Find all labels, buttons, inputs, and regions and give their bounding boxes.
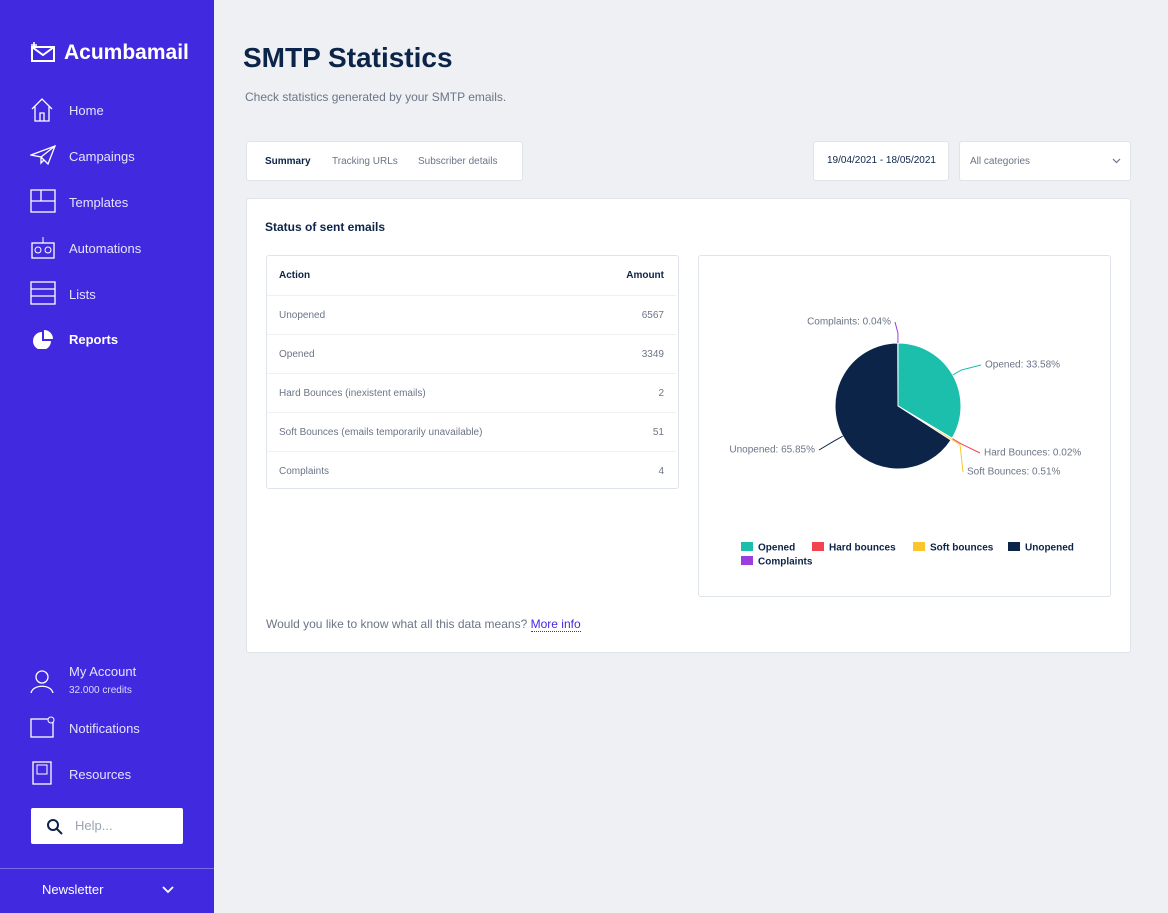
icon-reports — [33, 330, 53, 349]
legend-swatch — [1008, 542, 1020, 551]
table-cell: Amount — [626, 270, 664, 281]
slice-label: Unopened: 65.85% — [729, 445, 815, 456]
slice-label: Soft Bounces: 0.51% — [967, 467, 1061, 478]
legend-swatch — [741, 556, 753, 565]
table-cell: 4 — [658, 466, 664, 477]
legend-label: Unopened — [1025, 543, 1074, 554]
leader-line — [952, 364, 982, 376]
credits: 32.000 credits — [69, 685, 132, 696]
icon-account — [30, 670, 54, 694]
search-placeholder: Help... — [75, 818, 113, 833]
nav-item[interactable]: Notifications — [69, 721, 140, 736]
table-row: Opened 3349 — [267, 334, 676, 374]
help-question: Would you like to know what all this dat… — [266, 617, 528, 631]
page-subtitle: Check statistics generated by your SMTP … — [245, 90, 507, 104]
table-cell: Complaints — [279, 466, 330, 477]
table-cell: Opened — [279, 349, 315, 360]
leader-line — [818, 435, 843, 451]
table-row: Hard Bounces (inexistent emails) 2 — [267, 373, 676, 413]
pie-slice — [897, 342, 962, 440]
account-link[interactable]: My Account — [69, 664, 137, 679]
date-picker[interactable]: 19/04/2021 - 18/05/2021 — [813, 141, 949, 181]
more-info-link[interactable]: More info — [530, 617, 581, 632]
icon-campaigns — [30, 145, 56, 165]
date-range: 19/04/2021 - 18/05/2021 — [827, 155, 936, 166]
table — [266, 255, 679, 489]
table-row: Soft Bounces (emails temporarily unavail… — [267, 412, 676, 452]
table-row: Complaints 4 — [267, 451, 676, 491]
legend-swatch — [913, 542, 925, 551]
nav-item[interactable]: Automations — [69, 241, 142, 256]
icon-automations — [31, 237, 55, 259]
category-select[interactable]: All categories — [959, 141, 1131, 181]
table-cell: 6567 — [641, 310, 664, 321]
legend-label: Hard bounces — [829, 543, 896, 554]
icon-templates — [30, 189, 56, 213]
table-cell: 2 — [658, 388, 664, 399]
legend-label: Soft bounces — [930, 543, 994, 554]
chevron — [162, 886, 174, 894]
pie-chart: Opened: 33.58% Opened Hard Bounces: 0.02% H… — [698, 255, 1111, 597]
tab[interactable]: Subscriber details — [418, 156, 498, 167]
panel-title: Status of sent emails — [265, 220, 386, 234]
table-cell: 51 — [652, 427, 664, 438]
tab[interactable]: Tracking URLs — [332, 156, 398, 167]
table-row: Unopened 6567 — [267, 295, 676, 335]
icon-lists — [30, 281, 56, 305]
slice-label: Hard Bounces: 0.02% — [984, 448, 1081, 459]
legend-label: Opened — [758, 543, 795, 554]
table-cell: Unopened — [279, 310, 326, 321]
page-title: SMTP Statistics — [243, 42, 453, 73]
legend-swatch — [741, 542, 753, 551]
leader-line — [951, 437, 981, 454]
nav-item[interactable]: Home — [69, 103, 104, 118]
leader-line — [894, 321, 899, 344]
icon-notifications — [30, 716, 55, 738]
table-row: Action Amount — [267, 256, 676, 295]
slice-label: Opened: 33.58% — [985, 360, 1060, 371]
list-selector[interactable]: Newsletter — [42, 882, 104, 897]
sidebar: Acumbamail Home Campaings Templates Auto… — [0, 0, 214, 913]
legend-swatch — [812, 542, 824, 551]
nav-item[interactable]: Lists — [69, 287, 96, 302]
nav-item[interactable]: Resources — [69, 767, 132, 782]
nav-item[interactable]: Reports — [69, 332, 119, 347]
table-cell: Action — [279, 270, 311, 281]
tab-bar — [246, 141, 523, 181]
search-icon — [47, 819, 63, 835]
table-cell: Hard Bounces (inexistent emails) — [279, 388, 426, 399]
tab[interactable]: Summary — [265, 156, 311, 167]
help-text: Would you like to know what all this dat… — [266, 617, 581, 632]
brand[interactable]: Acumbamail — [64, 41, 189, 64]
separator — [0, 868, 214, 869]
category: All categories — [970, 156, 1031, 167]
table-cell: Soft Bounces (emails temporarily unavail… — [279, 427, 483, 438]
search-box[interactable]: Help... — [31, 808, 183, 844]
brand-logo — [31, 42, 55, 62]
nav-item[interactable]: Campaings — [69, 149, 135, 164]
table-cell: 3349 — [641, 349, 664, 360]
leader-line — [951, 438, 964, 473]
nav-item[interactable]: Templates — [69, 195, 129, 210]
icon-home — [31, 98, 53, 122]
slice-label: Complaints: 0.04% — [807, 317, 891, 328]
legend-label: Complaints — [758, 557, 813, 568]
icon-resources — [32, 761, 52, 785]
chevron — [1112, 158, 1121, 164]
